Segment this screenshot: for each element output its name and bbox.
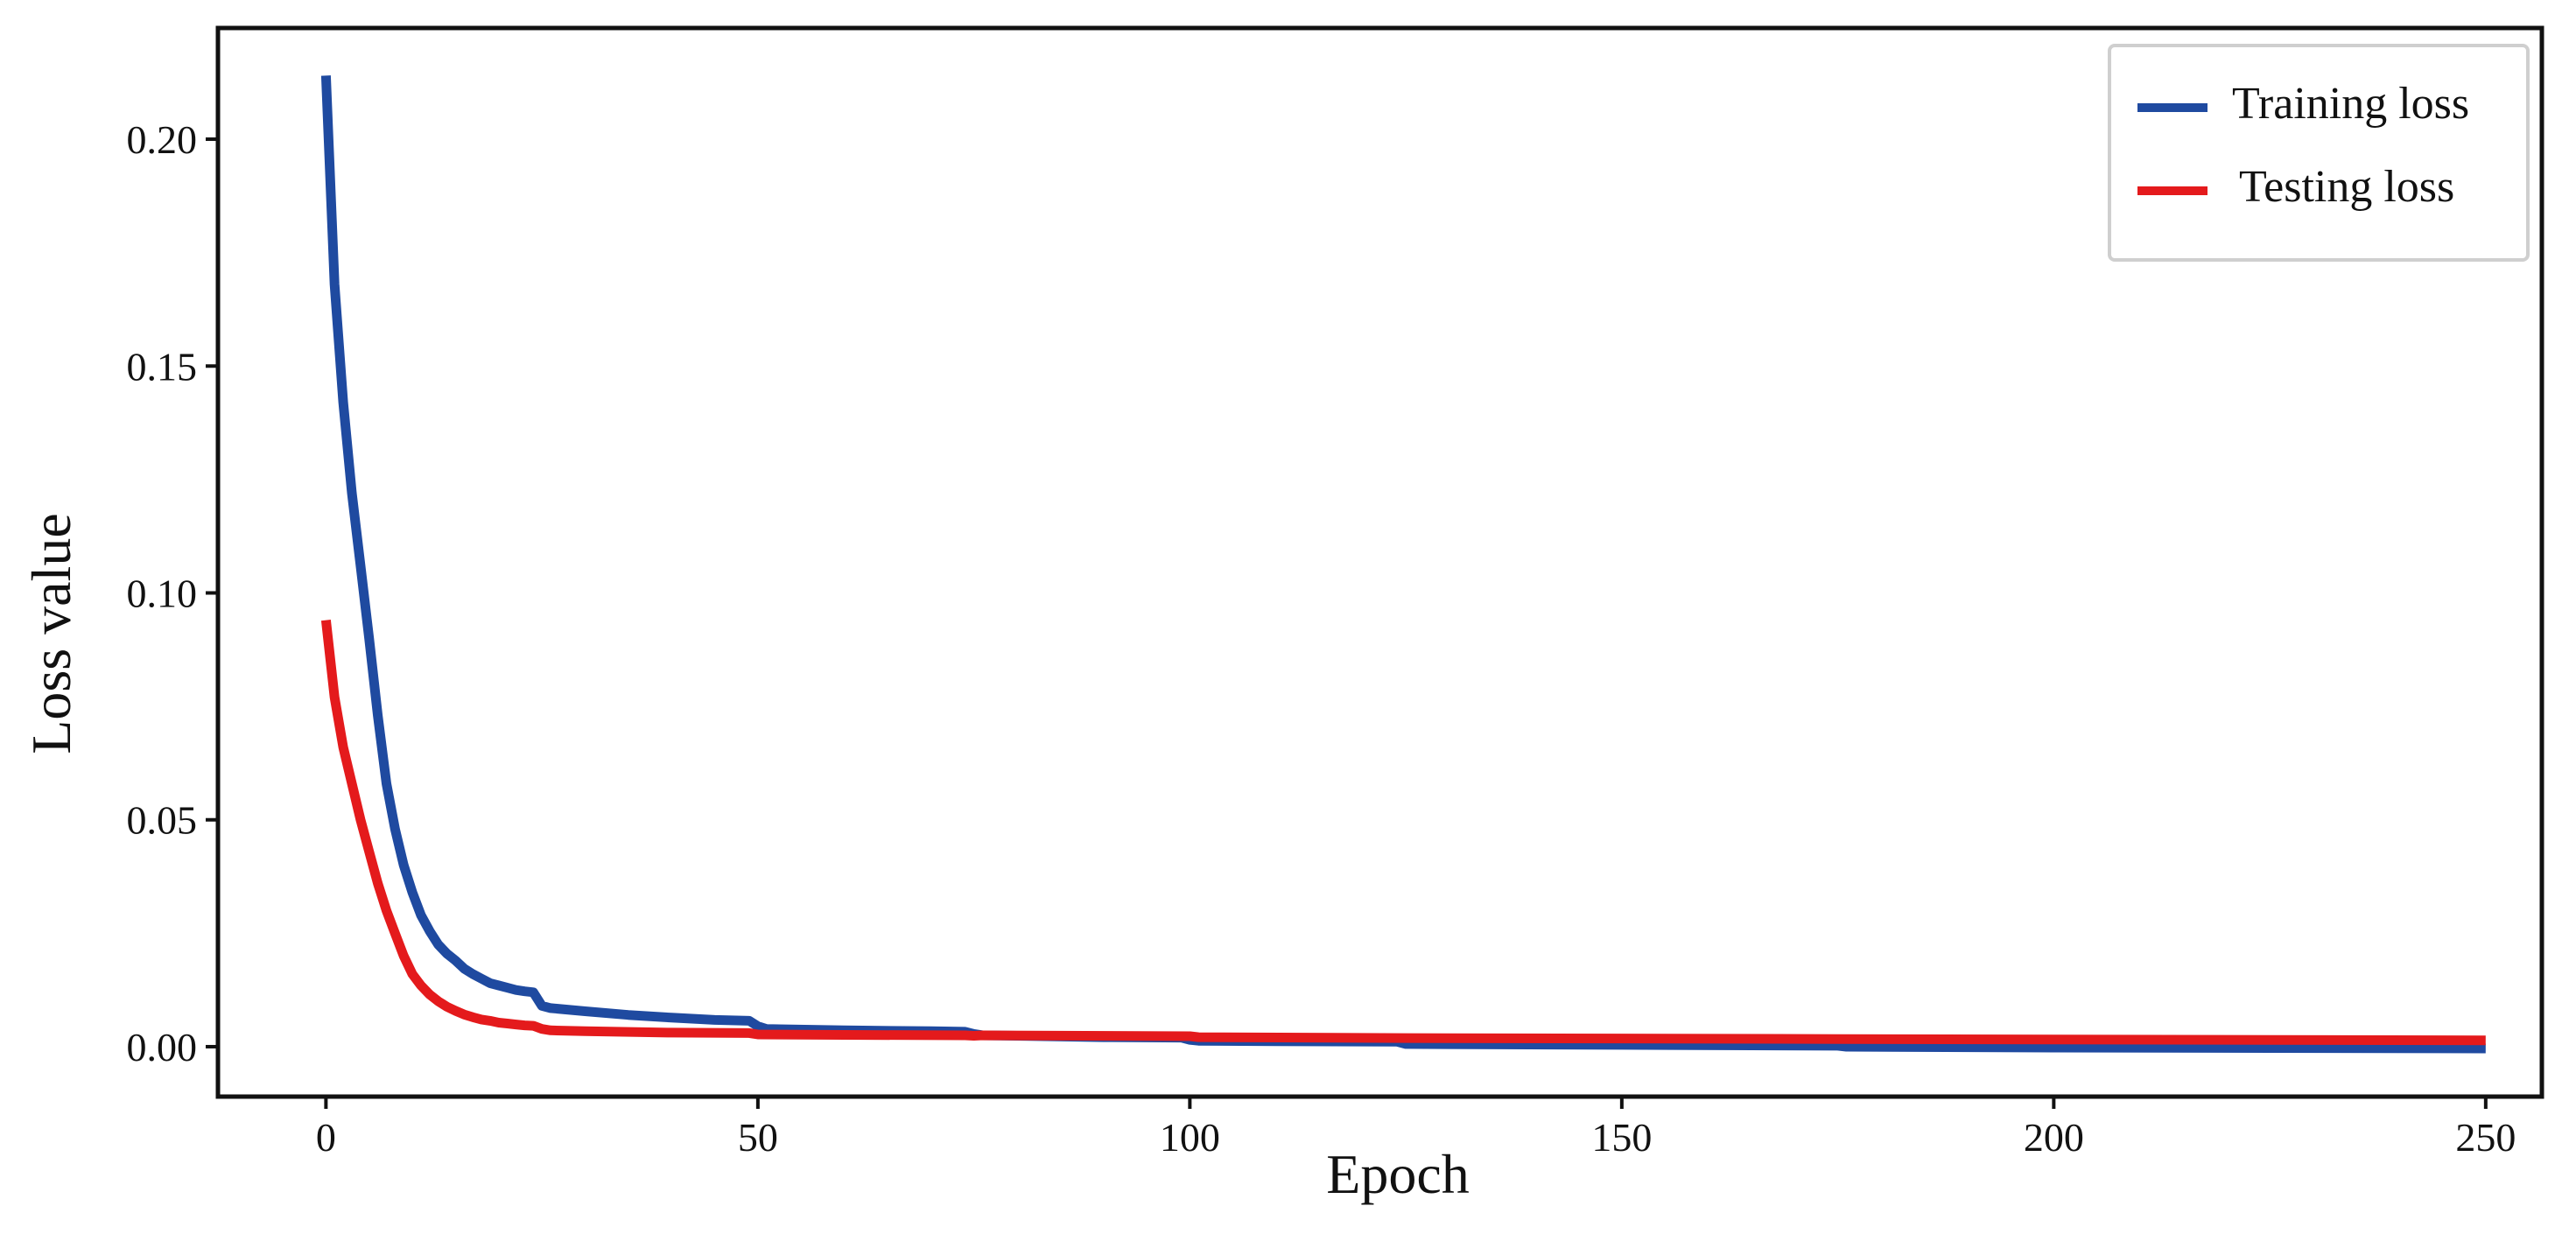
y-tick-label: 0.10 bbox=[127, 571, 198, 615]
y-tick-label: 0.15 bbox=[127, 344, 198, 389]
x-tick-label: 200 bbox=[2024, 1115, 2084, 1160]
x-tick-label: 0 bbox=[316, 1115, 336, 1160]
y-tick-label: 0.05 bbox=[127, 798, 198, 843]
legend-box bbox=[2108, 44, 2530, 262]
legend-label-training: Training loss bbox=[2232, 79, 2469, 129]
series-layer bbox=[320, 75, 2486, 1054]
x-tick-label: 250 bbox=[2455, 1115, 2516, 1160]
ticks-layer: 0 50 100 150 200 250 0.00 0.05 0.10 0.15 0.20 bbox=[127, 117, 2516, 1160]
y-axis-title: Loss value bbox=[20, 513, 82, 754]
x-axis-title: Epoch bbox=[1326, 1143, 1470, 1205]
legend-label-testing: Testing loss bbox=[2239, 162, 2454, 212]
legend: Training loss Testing loss bbox=[2108, 44, 2530, 262]
x-tick-label: 100 bbox=[1160, 1115, 1220, 1160]
y-tick-label: 0.00 bbox=[127, 1025, 198, 1069]
y-tick-label: 0.20 bbox=[127, 117, 198, 162]
testing-loss-line bbox=[320, 619, 2486, 1046]
plot-frame bbox=[215, 25, 2544, 1099]
x-tick-label: 50 bbox=[738, 1115, 778, 1160]
x-tick-label: 150 bbox=[1591, 1115, 1652, 1160]
